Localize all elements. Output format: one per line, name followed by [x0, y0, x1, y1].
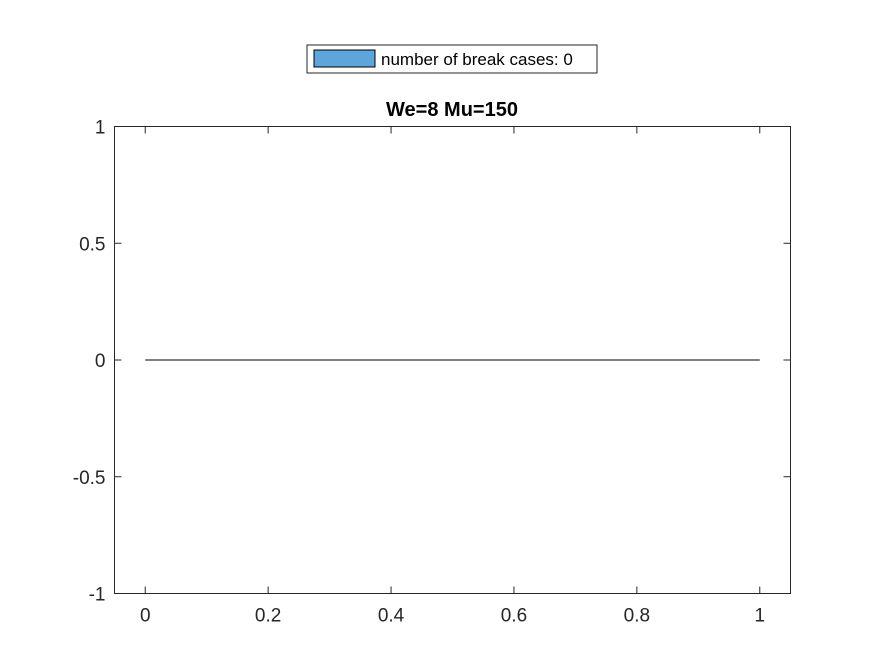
- x-tick-label: 0.4: [378, 606, 405, 627]
- x-tick-label: 0: [140, 606, 151, 627]
- y-tick-label: 1: [95, 118, 106, 139]
- legend-swatch: [313, 49, 376, 68]
- y-axis: -1 -0.5 0 0.5 1: [73, 118, 791, 606]
- y-tick-label: 0: [95, 351, 106, 372]
- x-axis: 0 0.2 0.4 0.6 0.8 1: [140, 126, 765, 627]
- x-tick-label: 0.8: [624, 606, 650, 627]
- y-tick-label: -1: [89, 585, 106, 606]
- legend: number of break cases: 0: [306, 44, 598, 74]
- chart-title: We=8 Mu=150: [386, 99, 518, 121]
- x-tick-label: 0.6: [501, 606, 527, 627]
- y-tick-label: 0.5: [79, 234, 105, 255]
- legend-entry-label: number of break cases: 0: [381, 50, 573, 69]
- x-tick-label: 1: [754, 606, 765, 627]
- x-tick-label: 0.2: [255, 606, 281, 627]
- y-tick-label: -0.5: [73, 468, 106, 489]
